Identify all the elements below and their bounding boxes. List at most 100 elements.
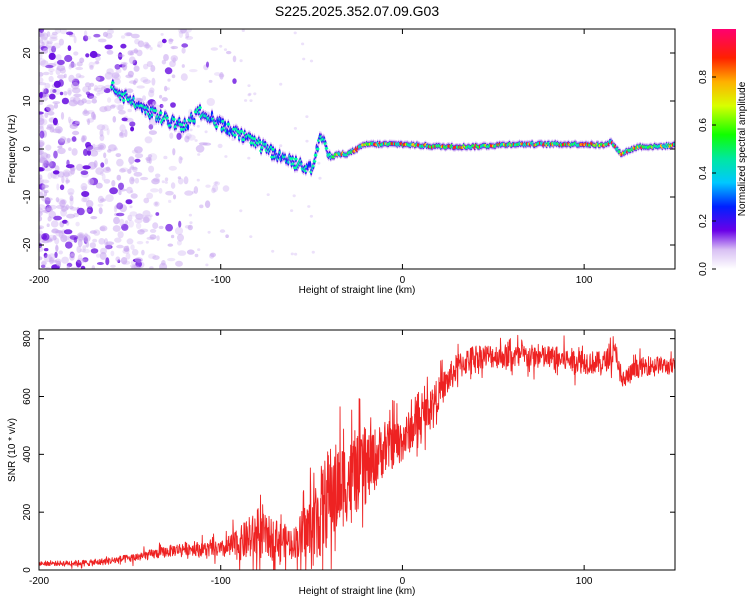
heatmap-cell [39,233,43,241]
heatmap-cell [90,216,98,220]
heatmap-cell [62,219,68,224]
heatmap-cell [105,244,113,250]
heatmap-cell [73,77,79,82]
heatmap-cell [101,124,109,131]
heatmap-cell [143,44,151,48]
heatmap-cell [70,167,75,175]
heatmap-cell [85,240,90,248]
heatmap-cell [118,54,125,58]
heatmap-cell [57,128,62,134]
heatmap-cell [247,84,251,87]
heatmap-cell [176,132,182,140]
heatmap-cell [85,208,91,213]
heatmap-cell [140,176,149,181]
y-tick-label: 600 [22,388,33,405]
heatmap-cell [249,235,253,239]
x-tick-label: 0 [400,576,406,587]
heatmap-cell [82,245,87,250]
heatmap-cell [181,43,189,48]
heatmap-cell [130,193,138,199]
heatmap-cell [74,120,81,125]
heatmap-cell [184,225,192,229]
heatmap-cell [152,255,160,260]
heatmap-cell [76,207,85,216]
heatmap-cell [48,204,57,210]
heatmap-cell [146,236,155,240]
heatmap-cell [39,210,43,217]
heatmap-cell [66,265,70,269]
colorbar-ticks: 0.0 0.2 0.4 0.6 0.8 [698,70,716,276]
heatmap-cell [69,197,74,206]
heatmap-cell [126,186,133,194]
heatmap-cell [83,108,88,114]
heatmap-cell [45,208,54,212]
spectrogram-y-label: Frequency (Hz) [7,115,18,184]
heatmap-cell [41,261,47,266]
heatmap-cell [226,122,231,126]
heatmap-cell [252,137,257,141]
heatmap-cell [226,129,229,135]
heatmap-cell [45,197,53,201]
heatmap-cell [88,95,97,100]
heatmap-cell [155,173,161,178]
heatmap-cell [292,194,296,198]
heatmap-cell [72,130,80,136]
heatmap-cell [155,212,160,216]
heatmap-cell [150,188,159,193]
heatmap-cell [53,103,59,109]
heatmap-cell [76,245,82,253]
heatmap-cell [164,85,168,92]
heatmap-cell [39,117,45,125]
heatmap-cell [78,75,85,79]
heatmap-cell [239,130,244,133]
heatmap-cell [184,35,194,40]
heatmap-cell [45,64,54,69]
heatmap-cell [174,226,184,235]
heatmap-cell [43,167,53,172]
heatmap-cell [195,144,205,153]
heatmap-cell [103,152,107,159]
heatmap-cell [100,162,105,168]
heatmap-cell [117,259,121,264]
heatmap-cell [92,238,98,243]
heatmap-cell [134,153,144,159]
heatmap-cell [62,172,70,177]
heatmap-cell [39,191,44,197]
heatmap-cell [47,111,55,116]
heatmap-cell [60,234,68,243]
heatmap-cell [46,223,50,227]
heatmap-cell [39,149,44,156]
heatmap-cell [80,265,86,269]
heatmap-cell [47,172,53,180]
heatmap-cell [39,225,45,230]
heatmap-cell [98,207,103,215]
heatmap-cell [103,178,111,184]
heatmap-cell [112,225,121,232]
heatmap-cell [68,205,74,210]
heatmap-cell [69,195,74,202]
heatmap-cell [170,234,175,239]
heatmap-cell [117,104,124,111]
heatmap-cell [279,144,283,148]
heatmap-cell [134,257,143,263]
heatmap-cell [253,92,257,96]
heatmap-cell [122,249,130,254]
heatmap-cell [127,214,133,222]
heatmap-cell [44,197,51,205]
heatmap-cell [99,106,108,113]
heatmap-cell [165,190,174,196]
heatmap-cell [76,163,84,171]
heatmap-cell [49,88,55,95]
heatmap-cell [59,184,65,191]
heatmap-cell [73,51,79,56]
heatmap-cell [187,134,196,141]
heatmap-cell [266,193,270,197]
heatmap-cell [278,151,281,154]
heatmap-cell [83,30,88,37]
heatmap-cell [109,187,118,195]
heatmap-cell [43,254,53,263]
heatmap-cell [153,201,160,207]
heatmap-cell [217,143,223,149]
heatmap-cell [131,265,141,269]
heatmap-cell [122,62,128,71]
